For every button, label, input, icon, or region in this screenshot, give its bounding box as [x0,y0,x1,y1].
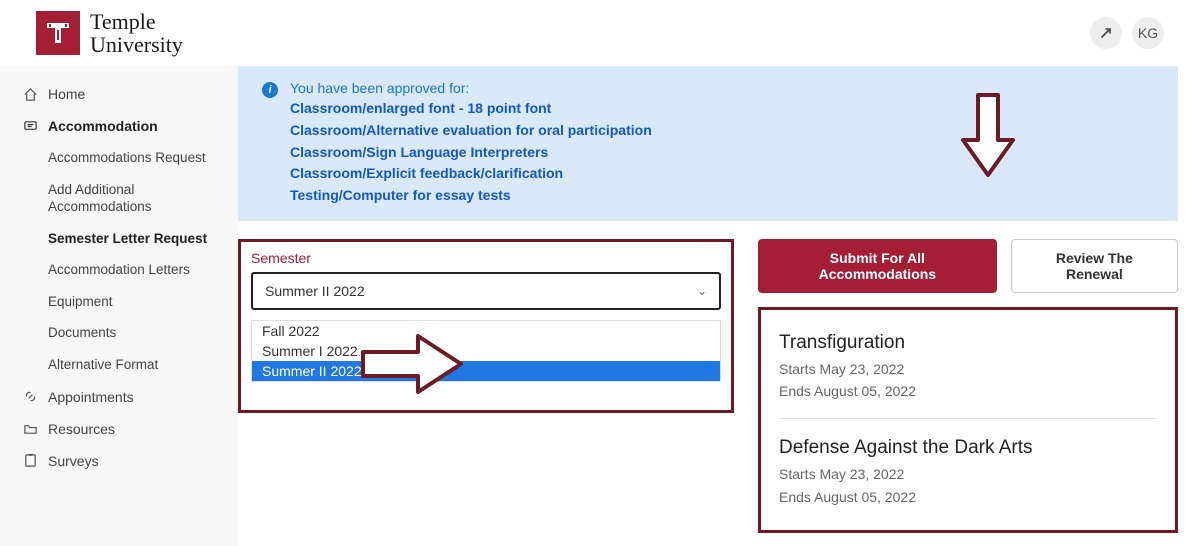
brand-line2: University [90,33,183,56]
sidebar-sub-items: Accommodations Request Add Additional Ac… [0,142,238,380]
course-end: Ends August 05, 2022 [779,380,1157,402]
sub-item-equipment[interactable]: Equipment [48,286,208,318]
chevron-down-icon: ⌄ [697,284,707,298]
course-start: Starts May 23, 2022 [779,463,1157,485]
info-icon: i [262,82,278,98]
course-item: Defense Against the Dark Arts Starts May… [779,418,1157,518]
semester-select[interactable]: Summer II 2022 ⌄ [251,272,721,310]
accommodation-link[interactable]: Classroom/Alternative evaluation for ora… [290,120,652,142]
nav-label: Home [48,86,85,102]
sidebar-item-surveys[interactable]: Surveys [0,445,238,477]
annotation-arrow-down-icon [958,90,1018,180]
sub-item-semester-letter-request[interactable]: Semester Letter Request [48,223,208,255]
brand-logo: Temple University [36,10,183,56]
nav-label: Appointments [48,389,134,405]
semester-selected-value: Summer II 2022 [265,283,365,299]
course-start: Starts May 23, 2022 [779,358,1157,380]
info-content: You have been approved for: Classroom/en… [290,80,652,206]
semester-options: Fall 2022 Summer I 2022 Summer II 2022 [251,320,721,382]
sub-item-alternative-format[interactable]: Alternative Format [48,349,208,381]
user-avatar[interactable]: KG [1132,17,1164,49]
semester-selector: Semester Summer II 2022 ⌄ Fall 2022 Summ… [238,239,734,413]
accommodation-link[interactable]: Classroom/Sign Language Interpreters [290,142,652,164]
nav-label: Surveys [48,453,99,469]
sub-item-documents[interactable]: Documents [48,317,208,349]
left-column: Semester Summer II 2022 ⌄ Fall 2022 Summ… [238,239,734,534]
sidebar-item-appointments[interactable]: Appointments [0,381,238,413]
info-lead: You have been approved for: [290,80,652,96]
main: i You have been approved for: Classroom/… [238,66,1200,546]
semester-option[interactable]: Summer I 2022 [252,341,720,361]
course-item: Transfiguration Starts May 23, 2022 Ends… [779,322,1157,413]
brand-line1: Temple [90,10,183,33]
accommodation-link[interactable]: Testing/Computer for essay tests [290,185,652,207]
right-column: Submit For All Accommodations Review The… [758,239,1178,534]
sidebar-item-resources[interactable]: Resources [0,413,238,445]
clipboard-icon [22,453,38,468]
sub-item-accommodations-request[interactable]: Accommodations Request [48,142,208,174]
accommodation-link[interactable]: Classroom/enlarged font - 18 point font [290,98,652,120]
review-renewal-button[interactable]: Review The Renewal [1011,239,1178,293]
folder-icon [22,421,38,436]
link-icon [22,389,38,404]
expand-icon[interactable] [1090,17,1122,49]
info-banner: i You have been approved for: Classroom/… [238,66,1178,220]
sidebar-item-home[interactable]: Home [0,78,238,110]
accommodation-link[interactable]: Classroom/Explicit feedback/clarificatio… [290,163,652,185]
courses-list: Transfiguration Starts May 23, 2022 Ends… [758,307,1178,534]
logo-mark [36,11,80,55]
header: Temple University KG [0,0,1200,66]
course-title: Defense Against the Dark Arts [779,437,1157,459]
home-icon [22,87,38,102]
submit-all-button[interactable]: Submit For All Accommodations [758,239,997,293]
chat-icon [22,119,38,134]
semester-label: Semester [251,250,721,266]
nav-label: Resources [48,421,115,437]
course-end: Ends August 05, 2022 [779,486,1157,508]
sub-item-accommodation-letters[interactable]: Accommodation Letters [48,254,208,286]
layout: Home Accommodation Accommodations Reques… [0,66,1200,546]
content-row: Semester Summer II 2022 ⌄ Fall 2022 Summ… [238,239,1178,534]
nav-label: Accommodation [48,118,158,134]
semester-option[interactable]: Fall 2022 [252,321,720,341]
sidebar-item-accommodation[interactable]: Accommodation [0,110,238,142]
sub-item-add-additional[interactable]: Add Additional Accommodations [48,174,208,223]
brand-name: Temple University [90,10,183,56]
header-actions: KG [1090,17,1164,49]
sidebar: Home Accommodation Accommodations Reques… [0,66,238,546]
semester-option-selected[interactable]: Summer II 2022 [252,361,720,381]
action-buttons: Submit For All Accommodations Review The… [758,239,1178,293]
course-title: Transfiguration [779,332,1157,354]
